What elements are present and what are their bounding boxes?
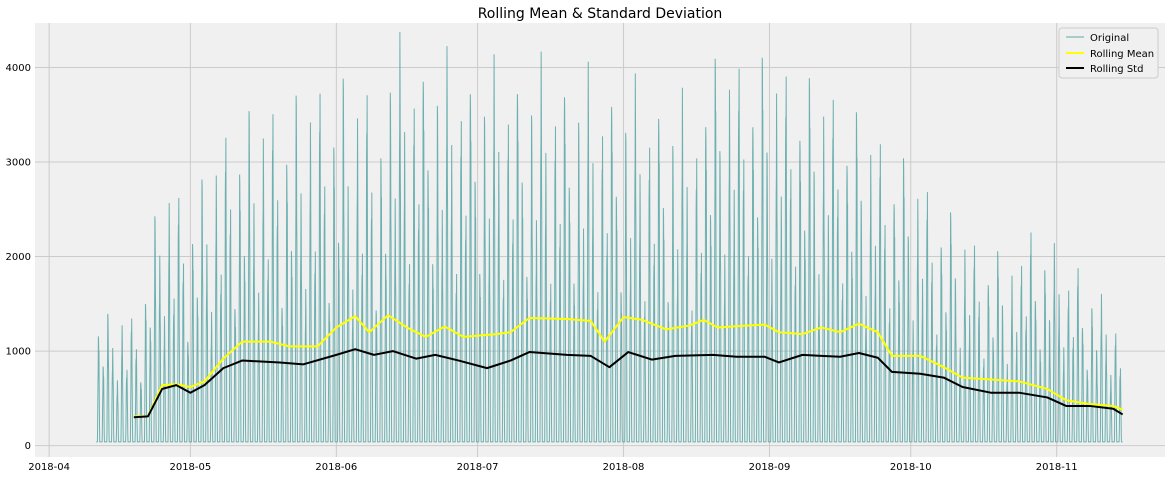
legend-box: [1058, 27, 1159, 79]
legend-label-rolling-std: Rolling Std: [1090, 64, 1143, 75]
y-tick-label: 1000: [6, 347, 31, 358]
x-tick-label: 2018-05: [169, 462, 211, 473]
original-series: [96, 31, 1123, 443]
y-tick-label: 2000: [6, 252, 31, 263]
y-tick-label: 0: [25, 441, 31, 452]
series-line-rolling-mean: [133, 314, 1124, 418]
y-tick-label: 3000: [6, 157, 31, 168]
y-tick-labels: 0 1000 2000 3000 4000: [6, 63, 31, 452]
x-tick-label: 2018-10: [890, 462, 932, 473]
x-tick-label: 2018-11: [1036, 462, 1078, 473]
plot-area: [35, 23, 1165, 457]
x-tick-label: 2018-08: [603, 462, 645, 473]
legend-label-original: Original: [1090, 33, 1129, 44]
legend-label-rolling-mean: Rolling Mean: [1090, 49, 1154, 60]
x-tick-labels: 2018-04 2018-05 2018-06 2018-07 2018-08 2018-…: [28, 462, 1077, 473]
legend: Original Rolling Mean Rolling Std: [1058, 27, 1159, 79]
rolling-series: [133, 314, 1124, 419]
series-line-rolling-std: [133, 348, 1124, 419]
chart-title: Rolling Mean & Standard Deviation: [478, 6, 723, 22]
y-tick-label: 4000: [6, 63, 31, 74]
x-tick-label: 2018-07: [457, 462, 499, 473]
x-tick-label: 2018-09: [749, 462, 791, 473]
x-tick-label: 2018-06: [315, 462, 357, 473]
original-line: [96, 31, 1123, 443]
x-tick-label: 2018-04: [28, 462, 70, 473]
grid: [35, 23, 1165, 457]
